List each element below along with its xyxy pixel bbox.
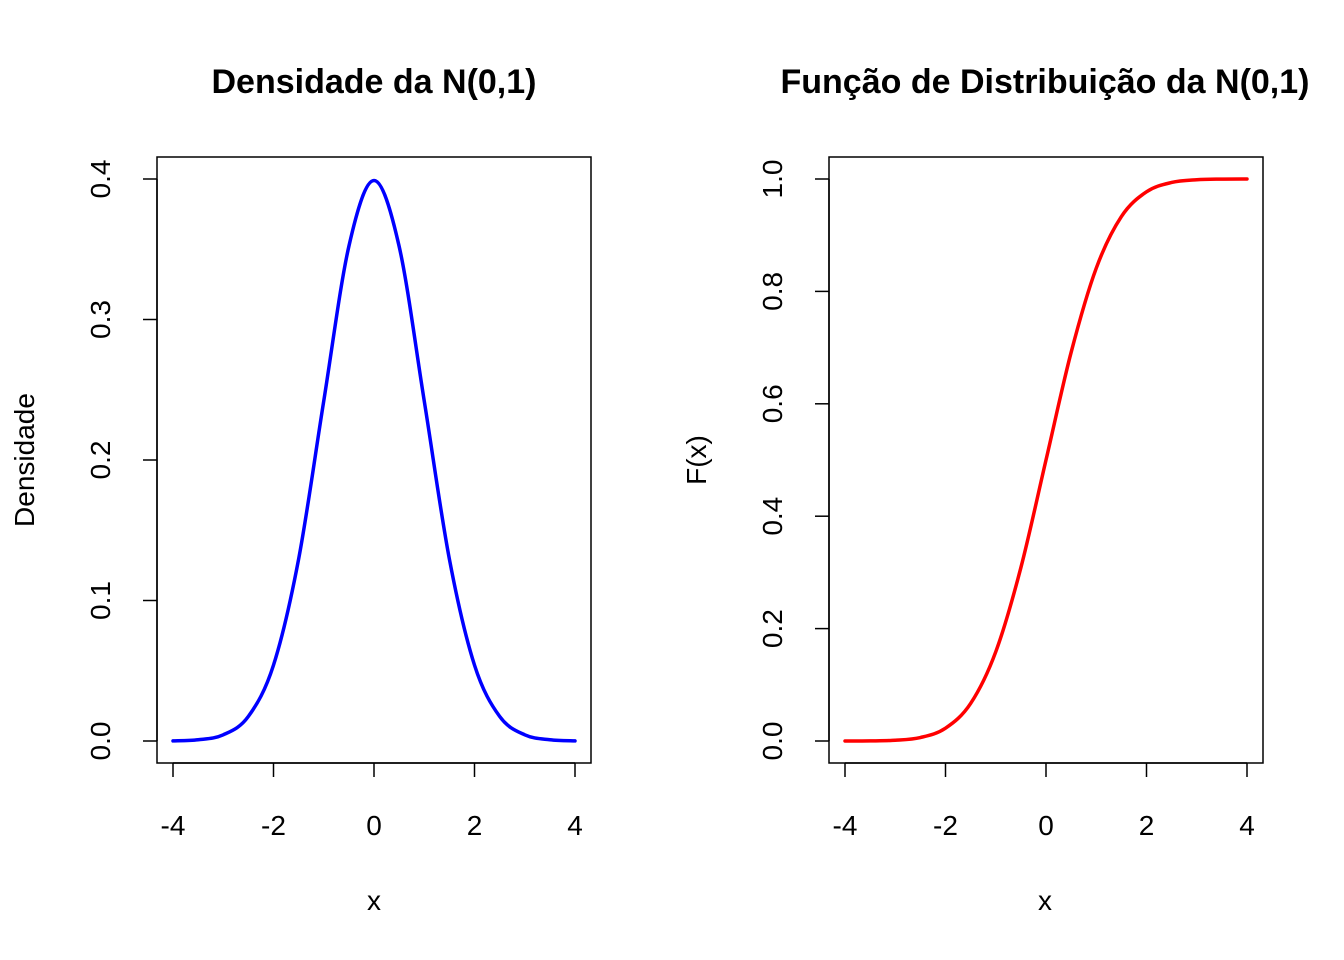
x-tick-label: -2 bbox=[261, 810, 286, 841]
x-tick-label: -4 bbox=[161, 810, 186, 841]
x-tick-label: 4 bbox=[567, 810, 583, 841]
y-tick-label: 0.4 bbox=[757, 497, 788, 536]
series-line bbox=[171, 178, 577, 743]
x-tick-label: 0 bbox=[366, 810, 382, 841]
x-tick-label: 0 bbox=[1038, 810, 1054, 841]
y-tick-label: 0.0 bbox=[757, 722, 788, 761]
y-axis-ticks: 0.0 0.1 0.2 0.3 0.4 bbox=[85, 160, 158, 761]
chart-title: Densidade da N(0,1) bbox=[212, 63, 537, 101]
x-axis-label: x bbox=[1038, 885, 1052, 916]
x-axis-ticks: -4 -2 0 2 4 bbox=[161, 762, 583, 841]
y-tick-label: 0.3 bbox=[85, 300, 116, 339]
cdf-chart: Função de Distribuição da N(0,1) x F(x) … bbox=[681, 63, 1309, 916]
y-tick-label: 0.0 bbox=[85, 722, 116, 761]
chart-title: Função de Distribuição da N(0,1) bbox=[781, 63, 1310, 101]
y-tick-label: 0.2 bbox=[757, 609, 788, 648]
x-axis-ticks: -4 -2 0 2 4 bbox=[833, 762, 1255, 841]
y-axis-ticks: 0.0 0.2 0.4 0.6 0.8 1.0 bbox=[757, 160, 830, 761]
y-tick-label: 0.2 bbox=[85, 441, 116, 480]
x-tick-label: 4 bbox=[1239, 810, 1255, 841]
y-tick-label: 0.6 bbox=[757, 384, 788, 423]
series-group bbox=[171, 178, 577, 743]
plot-box bbox=[156, 156, 592, 764]
x-axis-label: x bbox=[367, 885, 381, 916]
x-tick-label: 2 bbox=[467, 810, 483, 841]
y-tick-label: 0.1 bbox=[85, 581, 116, 620]
y-tick-label: 1.0 bbox=[757, 160, 788, 199]
x-tick-label: -2 bbox=[933, 810, 958, 841]
density-chart: Densidade da N(0,1) x Densidade -4 -2 0 2 4 … bbox=[9, 63, 592, 916]
y-axis-label: Densidade bbox=[9, 393, 40, 527]
series-line bbox=[843, 177, 1249, 743]
series-group bbox=[843, 177, 1249, 743]
x-tick-label: 2 bbox=[1139, 810, 1155, 841]
y-tick-label: 0.8 bbox=[757, 272, 788, 311]
y-tick-label: 0.4 bbox=[85, 160, 116, 199]
x-tick-label: -4 bbox=[833, 810, 858, 841]
y-axis-label: F(x) bbox=[681, 435, 712, 485]
